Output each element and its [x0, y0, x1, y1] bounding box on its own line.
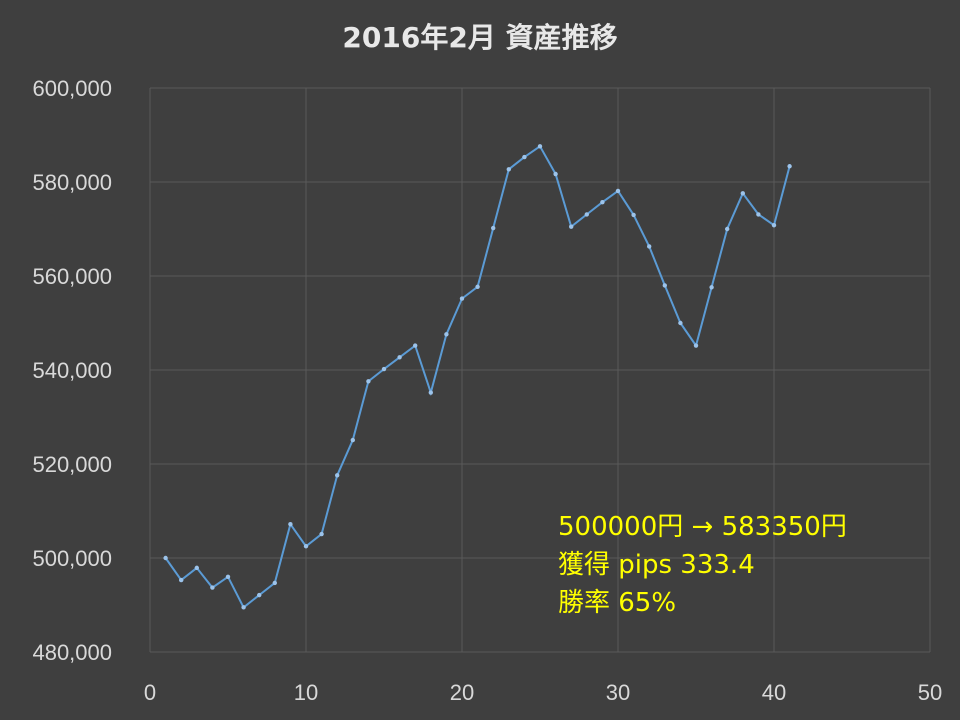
data-point: [756, 212, 761, 217]
data-point: [366, 379, 371, 384]
data-point: [615, 188, 621, 194]
data-point: [397, 355, 402, 360]
data-point: [210, 585, 215, 590]
data-point: [413, 343, 418, 348]
data-point: [553, 171, 558, 177]
grid: [149, 87, 931, 653]
y-axis: 480,000 500,000 520,000 540,000 560,000 580,0…: [32, 76, 112, 665]
data-point: [537, 144, 543, 149]
data-point: [241, 605, 246, 610]
data-point: [194, 565, 199, 571]
y-tick-label: 480,000: [32, 640, 112, 665]
data-point: [459, 296, 465, 301]
data-point: [678, 320, 683, 326]
x-axis: 0 10 20 30 40 50: [144, 680, 942, 705]
data-point: [725, 226, 730, 232]
pips-text: 獲得 pips 333.4: [558, 550, 755, 580]
y-tick-label: 560,000: [32, 264, 112, 289]
data-point: [225, 574, 231, 579]
data-point: [319, 531, 324, 537]
data-point: [522, 154, 527, 160]
result-text: 500000円 → 583350円: [558, 512, 847, 542]
series-points: [163, 144, 792, 610]
x-tick-label: 30: [606, 680, 630, 705]
y-tick-label: 540,000: [32, 358, 112, 383]
data-point: [288, 521, 293, 527]
chart-title: 2016年2月 資産推移: [342, 21, 617, 54]
data-point: [491, 225, 496, 231]
x-tick-label: 50: [918, 680, 942, 705]
data-point: [257, 592, 262, 598]
data-point: [647, 244, 652, 249]
data-point: [584, 212, 589, 217]
data-point: [709, 285, 714, 290]
win-rate-text: 勝率 65%: [558, 588, 677, 618]
data-point: [569, 224, 574, 229]
data-point: [506, 167, 511, 172]
x-tick-label: 20: [450, 680, 474, 705]
data-point: [475, 284, 480, 290]
x-tick-label: 0: [144, 680, 156, 705]
data-point: [303, 544, 309, 549]
y-tick-label: 520,000: [32, 452, 112, 477]
data-point: [350, 437, 355, 443]
y-tick-label: 600,000: [32, 76, 112, 101]
x-tick-label: 10: [294, 680, 318, 705]
data-point: [428, 390, 433, 395]
data-point: [179, 577, 184, 583]
data-point: [631, 212, 636, 218]
annotation-box: 500000円 → 583350円 獲得 pips 333.4 勝率 65%: [558, 508, 847, 622]
data-point: [787, 164, 792, 169]
data-point: [381, 366, 387, 372]
data-point: [771, 223, 777, 228]
data-point: [662, 283, 667, 288]
x-tick-label: 40: [762, 680, 786, 705]
data-point: [444, 332, 449, 337]
data-point: [693, 343, 699, 348]
data-point: [272, 580, 277, 586]
y-tick-label: 500,000: [32, 546, 112, 571]
y-tick-label: 580,000: [32, 170, 112, 195]
data-point: [600, 200, 605, 205]
data-point: [335, 473, 340, 478]
data-point: [163, 555, 168, 561]
data-point: [740, 191, 745, 196]
